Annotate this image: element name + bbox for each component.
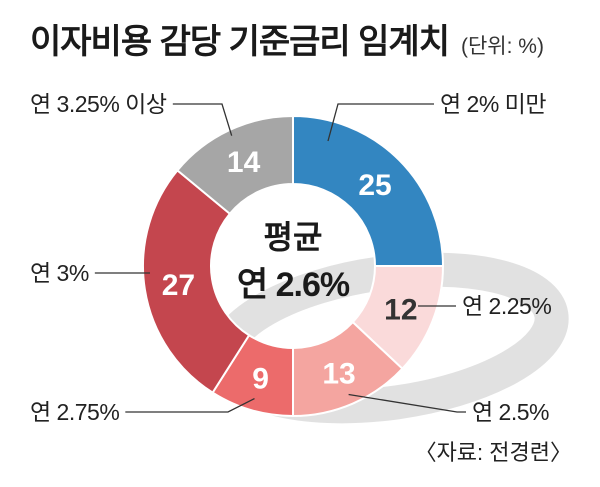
leader-line-3: [125, 397, 255, 413]
unit-label: (단위: %): [460, 35, 544, 58]
category-label-3: 연 2.75%: [30, 399, 119, 425]
slice-value-0: 25: [358, 169, 391, 202]
title-row: 이자비용 감당 기준금리 임계치 (단위: %): [30, 14, 544, 63]
slice-value-2: 13: [322, 357, 355, 390]
center-value: 연 2.6%: [237, 266, 350, 304]
slice-value-3: 9: [252, 362, 269, 395]
category-label-0: 연 2% 미만: [440, 91, 546, 117]
leader-line-5: [172, 103, 233, 136]
category-label-1: 연 2.25%: [462, 293, 551, 319]
slice-value-1: 12: [384, 294, 417, 327]
source-label: 〈자료: 전경련〉: [414, 440, 572, 465]
slice-4: [142, 168, 251, 395]
slice-value-4: 27: [162, 269, 195, 302]
category-label-4: 연 3%: [30, 260, 89, 286]
slice-0: [292, 114, 445, 267]
slice-value-5: 14: [227, 146, 261, 179]
center-title: 평균: [264, 219, 323, 255]
category-label-5: 연 3.25% 이상: [30, 91, 167, 117]
category-label-2: 연 2.5%: [472, 399, 549, 425]
leader-line-0: [327, 103, 434, 142]
leader-line-2: [348, 393, 466, 413]
slice-5: [176, 114, 294, 216]
chart-title: 이자비용 감당 기준금리 임계치: [30, 23, 450, 61]
